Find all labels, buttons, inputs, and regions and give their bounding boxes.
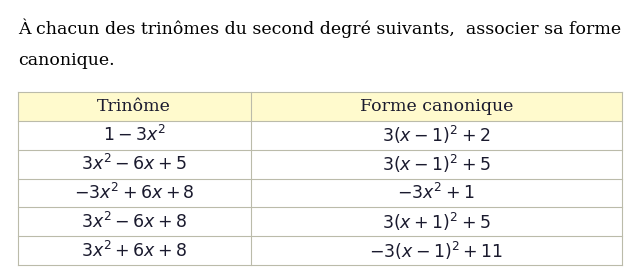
Text: $3(x-1)^2+5$: $3(x-1)^2+5$	[382, 153, 491, 175]
Bar	[18, 236, 622, 265]
Text: $3(x-1)^2+2$: $3(x-1)^2+2$	[382, 124, 490, 146]
Text: $-3x^2+1$: $-3x^2+1$	[397, 183, 475, 203]
Text: Forme canonique: Forme canonique	[360, 98, 513, 115]
Text: $3x^2 - 6x + 5$: $3x^2 - 6x + 5$	[81, 154, 187, 174]
Bar	[18, 150, 622, 178]
Bar	[18, 207, 622, 236]
Text: $-3x^2 + 6x + 8$: $-3x^2 + 6x + 8$	[74, 183, 195, 203]
Text: $3x^2 - 6x + 8$: $3x^2 - 6x + 8$	[81, 212, 187, 232]
Text: À chacun des trinômes du second degré suivants,  associer sa forme: À chacun des trinômes du second degré su…	[18, 18, 621, 38]
Text: $-3(x-1)^2+11$: $-3(x-1)^2+11$	[369, 240, 504, 262]
Text: $3(x+1)^2+5$: $3(x+1)^2+5$	[382, 211, 491, 233]
Text: canonique.: canonique.	[18, 52, 114, 69]
Text: $1 - 3x^2$: $1 - 3x^2$	[103, 125, 166, 145]
Text: $3x^2 + 6x + 8$: $3x^2 + 6x + 8$	[81, 240, 187, 261]
Bar	[18, 92, 622, 121]
Text: Trinôme: Trinôme	[97, 98, 171, 115]
Bar	[18, 178, 622, 207]
Bar	[18, 121, 622, 150]
